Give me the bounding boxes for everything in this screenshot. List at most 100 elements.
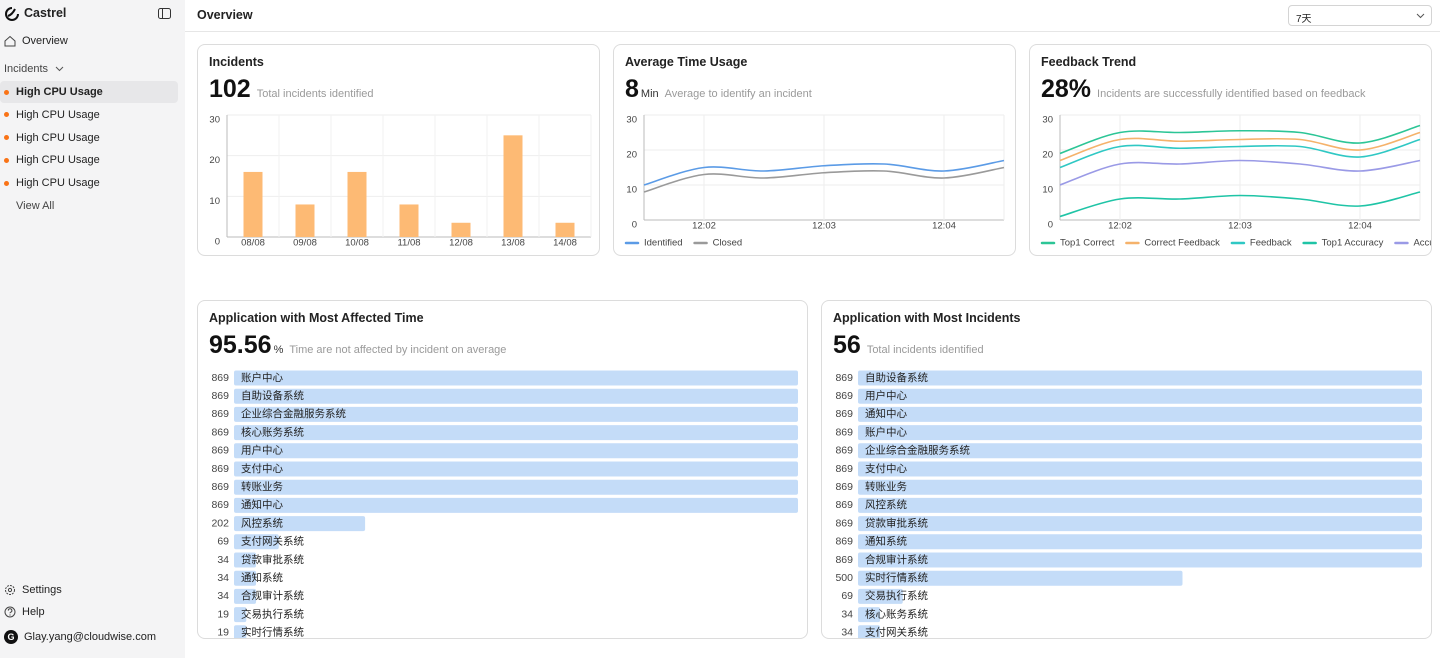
bar	[234, 479, 798, 495]
category-label: 风控系统	[241, 516, 283, 529]
stat-caption: Average to identify an incident	[664, 88, 812, 100]
nav-settings[interactable]: Settings	[0, 579, 178, 601]
category-label: 支付网关系统	[865, 626, 928, 639]
stat-value: 8	[625, 75, 639, 103]
card: 0 10 20 30 08/08 09/08 10/08 11/08 12/08 13/08 14/…	[197, 44, 600, 256]
y-tick-label: 10	[209, 196, 220, 207]
bar	[234, 588, 257, 604]
card: 869 账户中心 869 自助设备系统 869 企业综合金融服务系统 869 核心账务系统 86…	[197, 300, 808, 639]
value-label: 34	[841, 627, 853, 639]
user[interactable]: G Glay.yang@cloudwise.com	[0, 626, 178, 648]
category-label: 合规审计系统	[865, 553, 928, 566]
x-tick-label: 08/08	[241, 238, 265, 249]
range-select[interactable]: 7天	[1288, 5, 1432, 26]
range-value: 7天	[1296, 14, 1312, 25]
value-label: 869	[211, 445, 229, 457]
legend-label: Top1 Correct	[1060, 238, 1115, 249]
bar	[234, 534, 279, 550]
x-tick-label: 09/08	[293, 238, 317, 249]
category-label: 贷款审批系统	[865, 516, 928, 529]
nav-label: Overview	[22, 35, 68, 47]
incident-label: High CPU Usage	[16, 154, 100, 167]
stat-caption: Incidents are successfully identified ba…	[1097, 88, 1366, 100]
value-label: 869	[835, 445, 853, 457]
bar	[234, 406, 798, 422]
value-label: 869	[835, 390, 853, 402]
y-tick-label: 30	[1042, 115, 1053, 126]
legend-label: Accuracy	[1413, 238, 1432, 249]
chart: 0 10 20 30 08/08 09/08 10/08 11/08 12/08 13/08 14/…	[209, 114, 592, 249]
value-label: 34	[217, 590, 229, 602]
y-tick-label: 30	[209, 115, 220, 126]
value-label: 869	[835, 463, 853, 475]
nav-incidents[interactable]: Incidents	[0, 58, 178, 80]
series-line	[1059, 124, 1421, 155]
incident-item[interactable]: High CPU Usage	[0, 127, 178, 149]
incident-item[interactable]: High CPU Usage	[0, 81, 178, 103]
value-label: 869	[211, 390, 229, 402]
view-all[interactable]: View All	[0, 195, 178, 217]
value-label: 34	[217, 554, 229, 566]
y-tick-label: 20	[1042, 150, 1053, 161]
stat-caption: Time are not affected by incident on ave…	[289, 344, 507, 356]
bar	[858, 625, 881, 638]
nav-label: Help	[22, 606, 45, 618]
series-line	[643, 166, 1005, 193]
value-label: 869	[835, 408, 853, 420]
value-label: 34	[217, 572, 229, 584]
category-label: 核心账务系统	[865, 607, 928, 620]
value-label: 69	[217, 536, 229, 548]
incident-item[interactable]: High CPU Usage	[0, 172, 178, 194]
page-title: Overview	[197, 8, 253, 22]
help-icon	[4, 606, 16, 618]
category-label: 企业综合金融服务系统	[241, 407, 346, 420]
nav-help[interactable]: Help	[0, 601, 178, 623]
y-tick-label: 20	[209, 155, 220, 166]
chart: 0 10 20 30 12:02 12:03 12:04 Top1 Correct Correc…	[1040, 114, 1432, 249]
bar	[347, 171, 367, 237]
legend-label: Closed	[713, 238, 743, 249]
x-tick-label: 12:02	[692, 221, 716, 232]
value-label: 869	[835, 426, 853, 438]
bar	[858, 534, 1422, 550]
value-label: 869	[835, 499, 853, 511]
status-dot	[4, 135, 9, 141]
nav-label: View All	[16, 200, 55, 212]
bar	[234, 625, 247, 638]
legend-label: Top1 Accuracy	[1322, 238, 1384, 249]
category-label: 用户中心	[865, 389, 907, 402]
value-label: 869	[835, 536, 853, 548]
value-label: 34	[841, 608, 853, 620]
bar	[234, 388, 798, 404]
nav-label: Incidents	[4, 63, 49, 75]
value-label: 869	[835, 517, 853, 529]
y-tick-label: 10	[626, 185, 637, 196]
nav-overview[interactable]: Overview	[0, 30, 178, 52]
stat-unit: Min	[640, 88, 659, 100]
bar	[858, 607, 881, 623]
card-title: Application with Most Affected Time	[209, 311, 424, 325]
bar	[858, 479, 1422, 495]
collapse-button[interactable]	[158, 8, 172, 20]
value-label: 500	[835, 572, 853, 584]
sidebar: Castrel Overview Incidents High CPU Usag…	[0, 0, 185, 658]
value-label: 869	[211, 481, 229, 493]
series-line	[1059, 191, 1421, 218]
chart: 0 10 20 30 12:02 12:03 12:04 Identified Closed	[624, 114, 1005, 249]
category-label: 账户中心	[865, 425, 907, 438]
incident-item[interactable]: High CPU Usage	[0, 104, 178, 126]
x-tick-label: 12:04	[1348, 221, 1372, 232]
user-email: Glay.yang@cloudwise.com	[24, 631, 157, 643]
value-label: 19	[217, 627, 229, 639]
chevron	[55, 66, 64, 72]
category-label: 合规审计系统	[241, 589, 304, 602]
stat-value: 102	[209, 75, 251, 103]
series-line	[1059, 159, 1421, 186]
stat-row: 8 Min Average to identify an incident	[625, 75, 812, 104]
legend-label: Identified	[644, 238, 683, 249]
incident-item[interactable]: High CPU Usage	[0, 149, 178, 171]
category-label: 通知系统	[865, 535, 907, 548]
category-label: 支付中心	[241, 462, 283, 475]
x-tick-label: 12:03	[1228, 221, 1252, 232]
card: 869 自助设备系统 869 用户中心 869 通知中心 869 账户中心 869 企业综合金融服…	[821, 300, 1432, 639]
